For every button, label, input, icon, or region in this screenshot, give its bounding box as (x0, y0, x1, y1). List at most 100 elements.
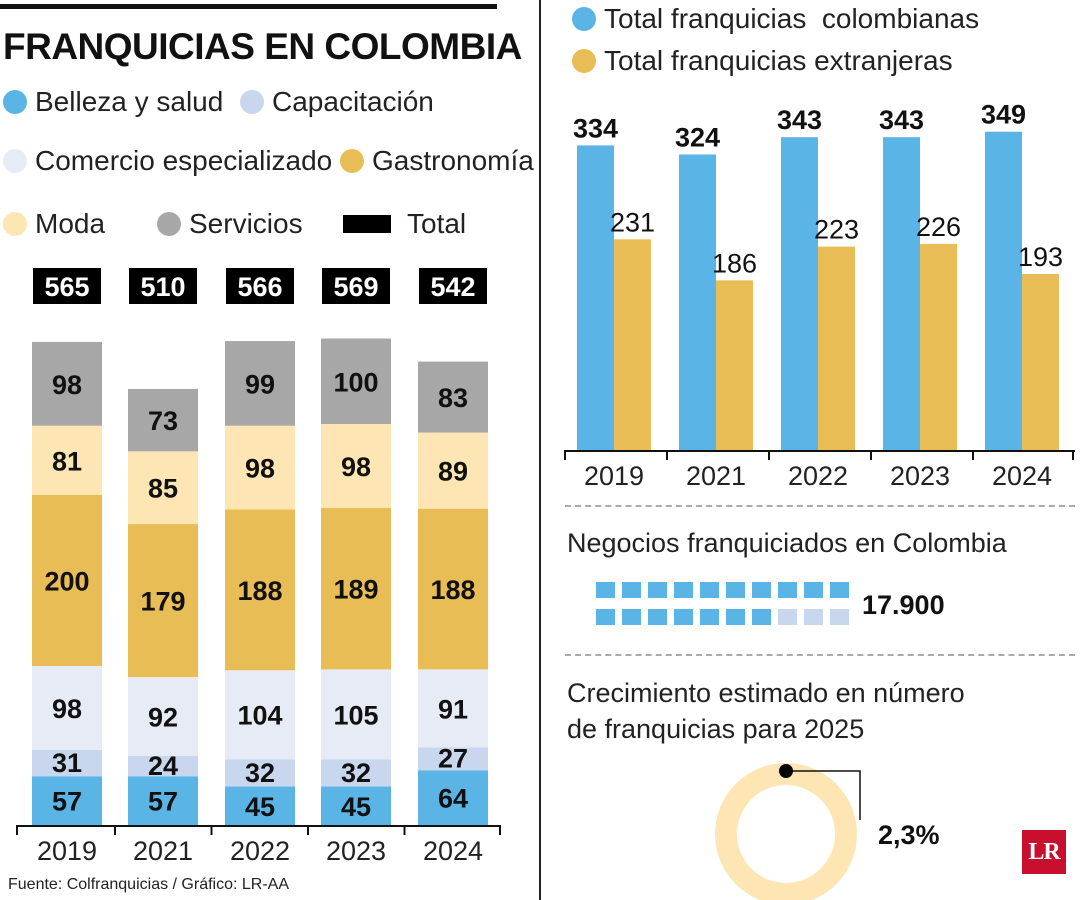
grouped-bar-2023-1 (920, 243, 957, 450)
grouped-value-2023-1: 226 (916, 212, 961, 242)
negocios-square (648, 582, 667, 598)
stacked-value-2019-4: 81 (52, 446, 82, 476)
grouped-bar-2019-0 (577, 145, 614, 450)
grouped-xlabel-2021: 2021 (686, 461, 746, 491)
grouped-xlabel-2019: 2019 (584, 461, 644, 491)
dashed-separator-2 (565, 654, 1075, 656)
stacked-segment-2024-5 (418, 361, 488, 433)
stacked-segment-2019-0 (32, 776, 102, 825)
stacked-segment-2021-1 (128, 755, 198, 777)
stacked-value-2024-1: 27 (438, 744, 468, 774)
legend-item-total: Total (343, 208, 466, 240)
dashed-separator-1 (565, 505, 1075, 507)
legend-label-total: Total (407, 208, 467, 239)
total-value-2019: 565 (44, 272, 89, 302)
total-badge-2021 (129, 268, 197, 304)
stacked-segment-2019-1 (32, 749, 102, 777)
stacked-bar-chart: 57 31 98 200 81 98 565 2019 57 24 92 179 85 73 510 2021… (16, 268, 501, 866)
stacked-segment-2024-4 (418, 432, 488, 509)
negocios-square (622, 609, 641, 625)
grouped-bar-2021-1 (716, 280, 753, 450)
total-badge-2023 (322, 268, 390, 304)
negocios-square (830, 609, 849, 625)
negocios-square (700, 582, 719, 598)
legend-label-comercio: Comercio especializado (35, 145, 333, 176)
stacked-segment-2022-2 (225, 670, 295, 760)
page-title: FRANQUICIAS EN COLOMBIA (3, 26, 522, 67)
negocios-square (674, 609, 693, 625)
negocios-square (700, 609, 719, 625)
stacked-value-2021-1: 24 (148, 751, 178, 781)
grouped-bar-chart: 334 231 2019 324 186 2021 343 223 2022 343 226 2023… (564, 100, 1075, 491)
stacked-value-2022-5: 99 (245, 369, 275, 399)
grouped-bar-2024-1 (1022, 273, 1059, 450)
stacked-value-2024-0: 64 (438, 784, 468, 814)
stacked-segment-2019-5 (32, 341, 102, 426)
negocios-square (674, 582, 693, 598)
stacked-segment-2019-4 (32, 425, 102, 495)
negocios-square (804, 582, 823, 598)
stacked-value-2021-4: 85 (148, 474, 178, 504)
legend-dot-colombianas (572, 7, 596, 31)
stacked-value-2019-1: 31 (52, 748, 82, 778)
grouped-value-2021-1: 186 (712, 248, 757, 278)
vertical-divider (539, 0, 541, 900)
negocios-square (596, 609, 615, 625)
legend-dot-capacitacion (240, 90, 264, 114)
source-note: Fuente: Colfranquicias / Gráfico: LR-AA (8, 876, 290, 893)
stacked-value-2023-5: 100 (333, 367, 378, 397)
legend-dot-belleza (3, 90, 27, 114)
stacked-value-2023-0: 45 (341, 792, 371, 822)
legend-dot-comercio (3, 149, 27, 173)
grouped-xlabel-2024: 2024 (992, 461, 1052, 491)
grouped-value-2024-1: 193 (1018, 242, 1063, 272)
stacked-segment-2019-3 (32, 494, 102, 666)
legend-dot-extranjeras (572, 49, 596, 73)
negocios-square (830, 582, 849, 598)
legend-item-gastronomia: Gastronomía (340, 145, 534, 177)
stacked-xlabel-2024: 2024 (423, 836, 483, 866)
ring-marker (779, 764, 793, 778)
stacked-value-2021-2: 92 (148, 702, 178, 732)
legend-dot-gastronomia (340, 149, 364, 173)
stacked-segment-2021-5 (128, 388, 198, 452)
ring-track (715, 763, 857, 900)
negocios-square (726, 582, 745, 598)
grouped-value-2022-1: 223 (814, 215, 859, 245)
legend-swatch-total (343, 215, 391, 233)
total-value-2023: 569 (333, 272, 378, 302)
grouped-bar-2024-0 (985, 131, 1022, 450)
negocios-square (596, 582, 615, 598)
stacked-value-2019-0: 57 (52, 787, 82, 817)
total-badge-2024 (419, 268, 487, 304)
stacked-segment-2023-4 (321, 424, 391, 508)
crecimiento-value: 2,3% (878, 820, 940, 850)
total-value-2021: 510 (140, 272, 185, 302)
legend-dot-moda (3, 212, 27, 236)
legend-dot-servicios (157, 212, 181, 236)
stacked-value-2023-3: 189 (333, 575, 378, 605)
stacked-value-2024-2: 91 (438, 694, 468, 724)
grouped-value-2022-0: 343 (777, 105, 822, 135)
legend-label-extranjeras: Total franquicias extranjeras (604, 45, 953, 76)
stacked-value-2019-5: 98 (52, 370, 82, 400)
crecimiento-line1: Crecimiento estimado en número (567, 678, 965, 708)
stacked-segment-2024-3 (418, 508, 488, 670)
stacked-segment-2021-4 (128, 451, 198, 525)
stacked-segment-2022-0 (225, 786, 295, 825)
stacked-value-2024-5: 83 (438, 383, 468, 413)
stacked-value-2019-3: 200 (44, 566, 89, 596)
grouped-value-2019-0: 334 (573, 113, 618, 143)
grouped-value-2019-1: 231 (610, 207, 655, 237)
stacked-xlabel-2022: 2022 (230, 836, 290, 866)
stacked-segment-2022-1 (225, 759, 295, 787)
stacked-value-2019-2: 98 (52, 694, 82, 724)
legend-label-moda: Moda (35, 208, 106, 239)
stacked-xlabel-2021: 2021 (133, 836, 193, 866)
legend-item-colombianas: Total franquicias colombianas (572, 3, 979, 35)
legend-item-capacitacion: Capacitación (240, 86, 434, 118)
stacked-segment-2022-4 (225, 425, 295, 510)
negocios-square (778, 582, 797, 598)
negocios-square (752, 582, 771, 598)
stacked-value-2022-2: 104 (237, 701, 282, 731)
